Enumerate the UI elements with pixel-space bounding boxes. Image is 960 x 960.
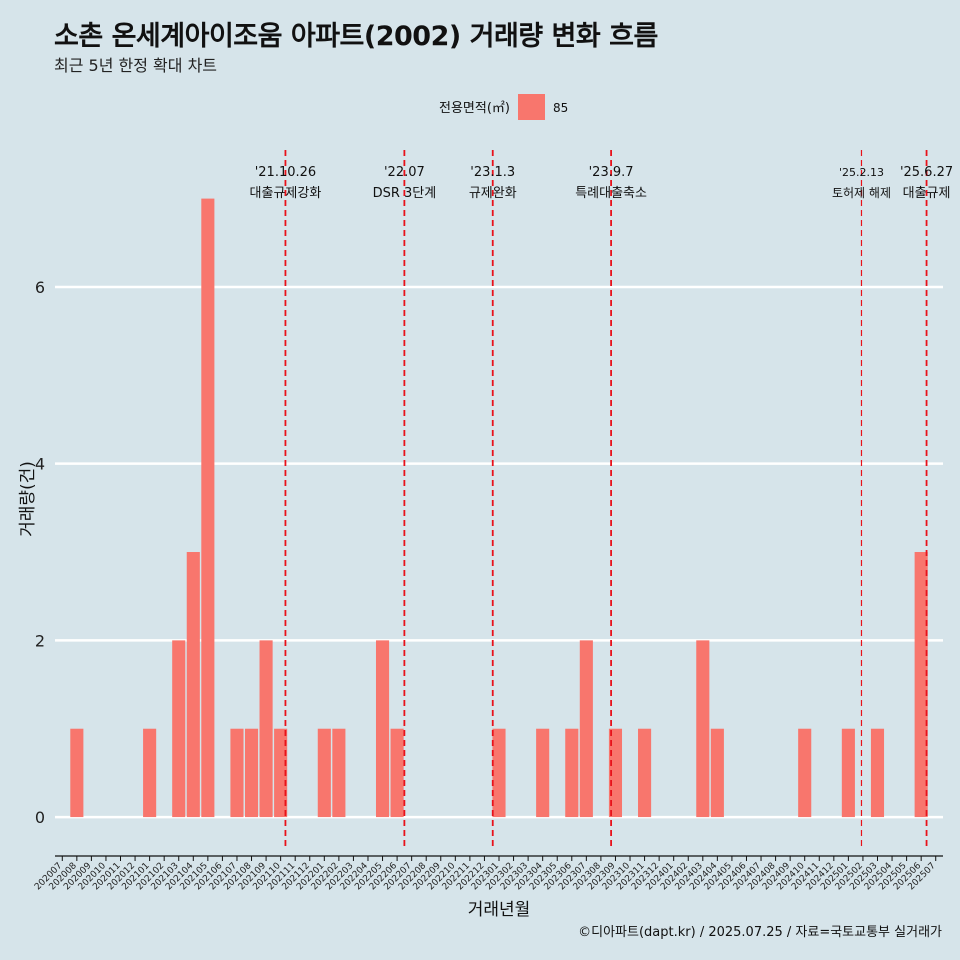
bar (143, 728, 157, 818)
x-axis-title: 거래년월 (468, 900, 531, 920)
source-caption: ©디아파트(dapt.kr) / 2025.07.25 / 자료=국토교통부 실… (578, 925, 942, 940)
y-axis-title: 거래량(건) (18, 461, 38, 537)
bar (317, 728, 331, 818)
bar (638, 728, 652, 818)
y-tick-label: 4 (35, 455, 45, 474)
event-label: 규제완화 (469, 186, 517, 201)
legend-title: 전용면적(㎡) (439, 101, 510, 116)
bar (201, 198, 215, 818)
event-label: 대출규제 (903, 186, 951, 201)
bar (492, 728, 506, 818)
bar (172, 640, 186, 818)
bar (870, 728, 885, 818)
bar (332, 728, 346, 818)
bar (914, 552, 928, 818)
chart-subtitle: 최근 5년 한정 확대 차트 (54, 56, 218, 75)
bar (70, 728, 84, 818)
event-date: '25.6.27 (900, 165, 953, 180)
bar (259, 640, 273, 818)
bar (608, 728, 623, 818)
bar (536, 728, 550, 818)
chart-title: 소촌 온세계아이조움 아파트(2002) 거래량 변화 흐름 (54, 21, 658, 52)
event-label: 특례대출축소 (575, 186, 647, 201)
bar (230, 728, 244, 818)
bar (565, 728, 579, 818)
y-tick-label: 0 (35, 808, 45, 827)
event-date: '21.10.26 (255, 165, 316, 180)
bar (390, 728, 404, 818)
event-label: 대출규제강화 (250, 186, 322, 201)
event-date: '23.1.3 (470, 165, 515, 180)
event-date: '22.07 (384, 165, 425, 180)
bar (579, 640, 593, 818)
legend-swatch (518, 94, 545, 120)
bar (798, 728, 812, 818)
event-label: 토허제 해제 (832, 186, 891, 200)
legend-label: 85 (553, 101, 568, 115)
event-date: '23.9.7 (589, 165, 634, 180)
y-tick-label: 2 (35, 631, 45, 650)
bar (375, 640, 390, 818)
bar (274, 728, 288, 818)
bar (186, 552, 200, 818)
bar (841, 728, 855, 818)
bar (710, 728, 724, 818)
event-label: DSR 3단계 (373, 186, 437, 201)
event-date: '25.2.13 (839, 166, 884, 179)
bar (696, 640, 710, 818)
y-tick-label: 6 (35, 278, 45, 297)
bar (244, 728, 259, 818)
